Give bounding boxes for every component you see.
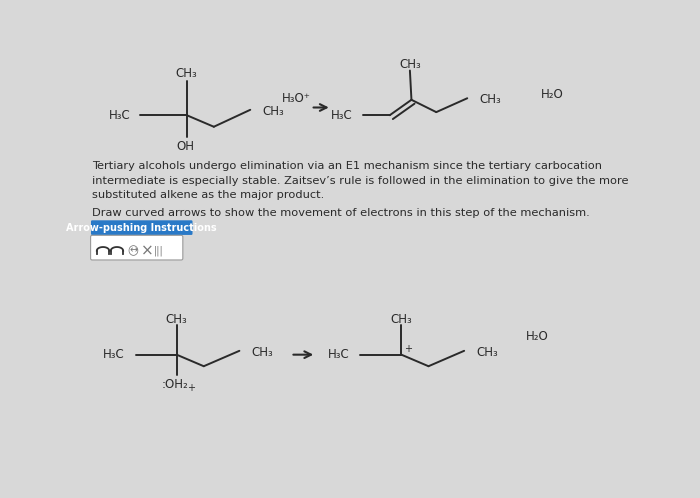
Text: Tertiary alcohols undergo elimination via an E1 mechanism since the tertiary car: Tertiary alcohols undergo elimination vi… <box>92 161 629 200</box>
Text: H₃C: H₃C <box>103 348 125 361</box>
Text: H₃O⁺: H₃O⁺ <box>282 92 312 105</box>
Text: :OH₂: :OH₂ <box>162 378 188 391</box>
Text: H₂O: H₂O <box>526 331 548 344</box>
Text: ×: × <box>141 243 153 258</box>
Text: CH₃: CH₃ <box>176 67 197 80</box>
Text: +: + <box>404 344 412 354</box>
Text: H₃C: H₃C <box>331 109 353 122</box>
Text: ○: ○ <box>127 244 138 257</box>
Text: CH₃: CH₃ <box>262 105 284 118</box>
Text: CH₃: CH₃ <box>399 58 421 71</box>
Text: Draw curved arrows to show the movement of electrons in this step of the mechani: Draw curved arrows to show the movement … <box>92 208 590 218</box>
Text: H₂O: H₂O <box>541 88 564 101</box>
Text: CH₃: CH₃ <box>252 346 274 359</box>
Text: CH₃: CH₃ <box>480 93 501 106</box>
Text: ↔: ↔ <box>130 246 138 255</box>
Text: OH: OH <box>176 139 194 152</box>
FancyBboxPatch shape <box>90 236 183 260</box>
Text: CH₃: CH₃ <box>166 313 188 326</box>
Text: |||: ||| <box>154 246 164 256</box>
Text: H₃C: H₃C <box>328 348 349 361</box>
Text: CH₃: CH₃ <box>391 313 412 326</box>
FancyBboxPatch shape <box>91 220 192 235</box>
Text: +: + <box>187 383 195 393</box>
Text: Arrow-pushing Instructions: Arrow-pushing Instructions <box>66 223 217 233</box>
Text: CH₃: CH₃ <box>477 346 498 359</box>
Text: H₃C: H₃C <box>108 109 130 122</box>
